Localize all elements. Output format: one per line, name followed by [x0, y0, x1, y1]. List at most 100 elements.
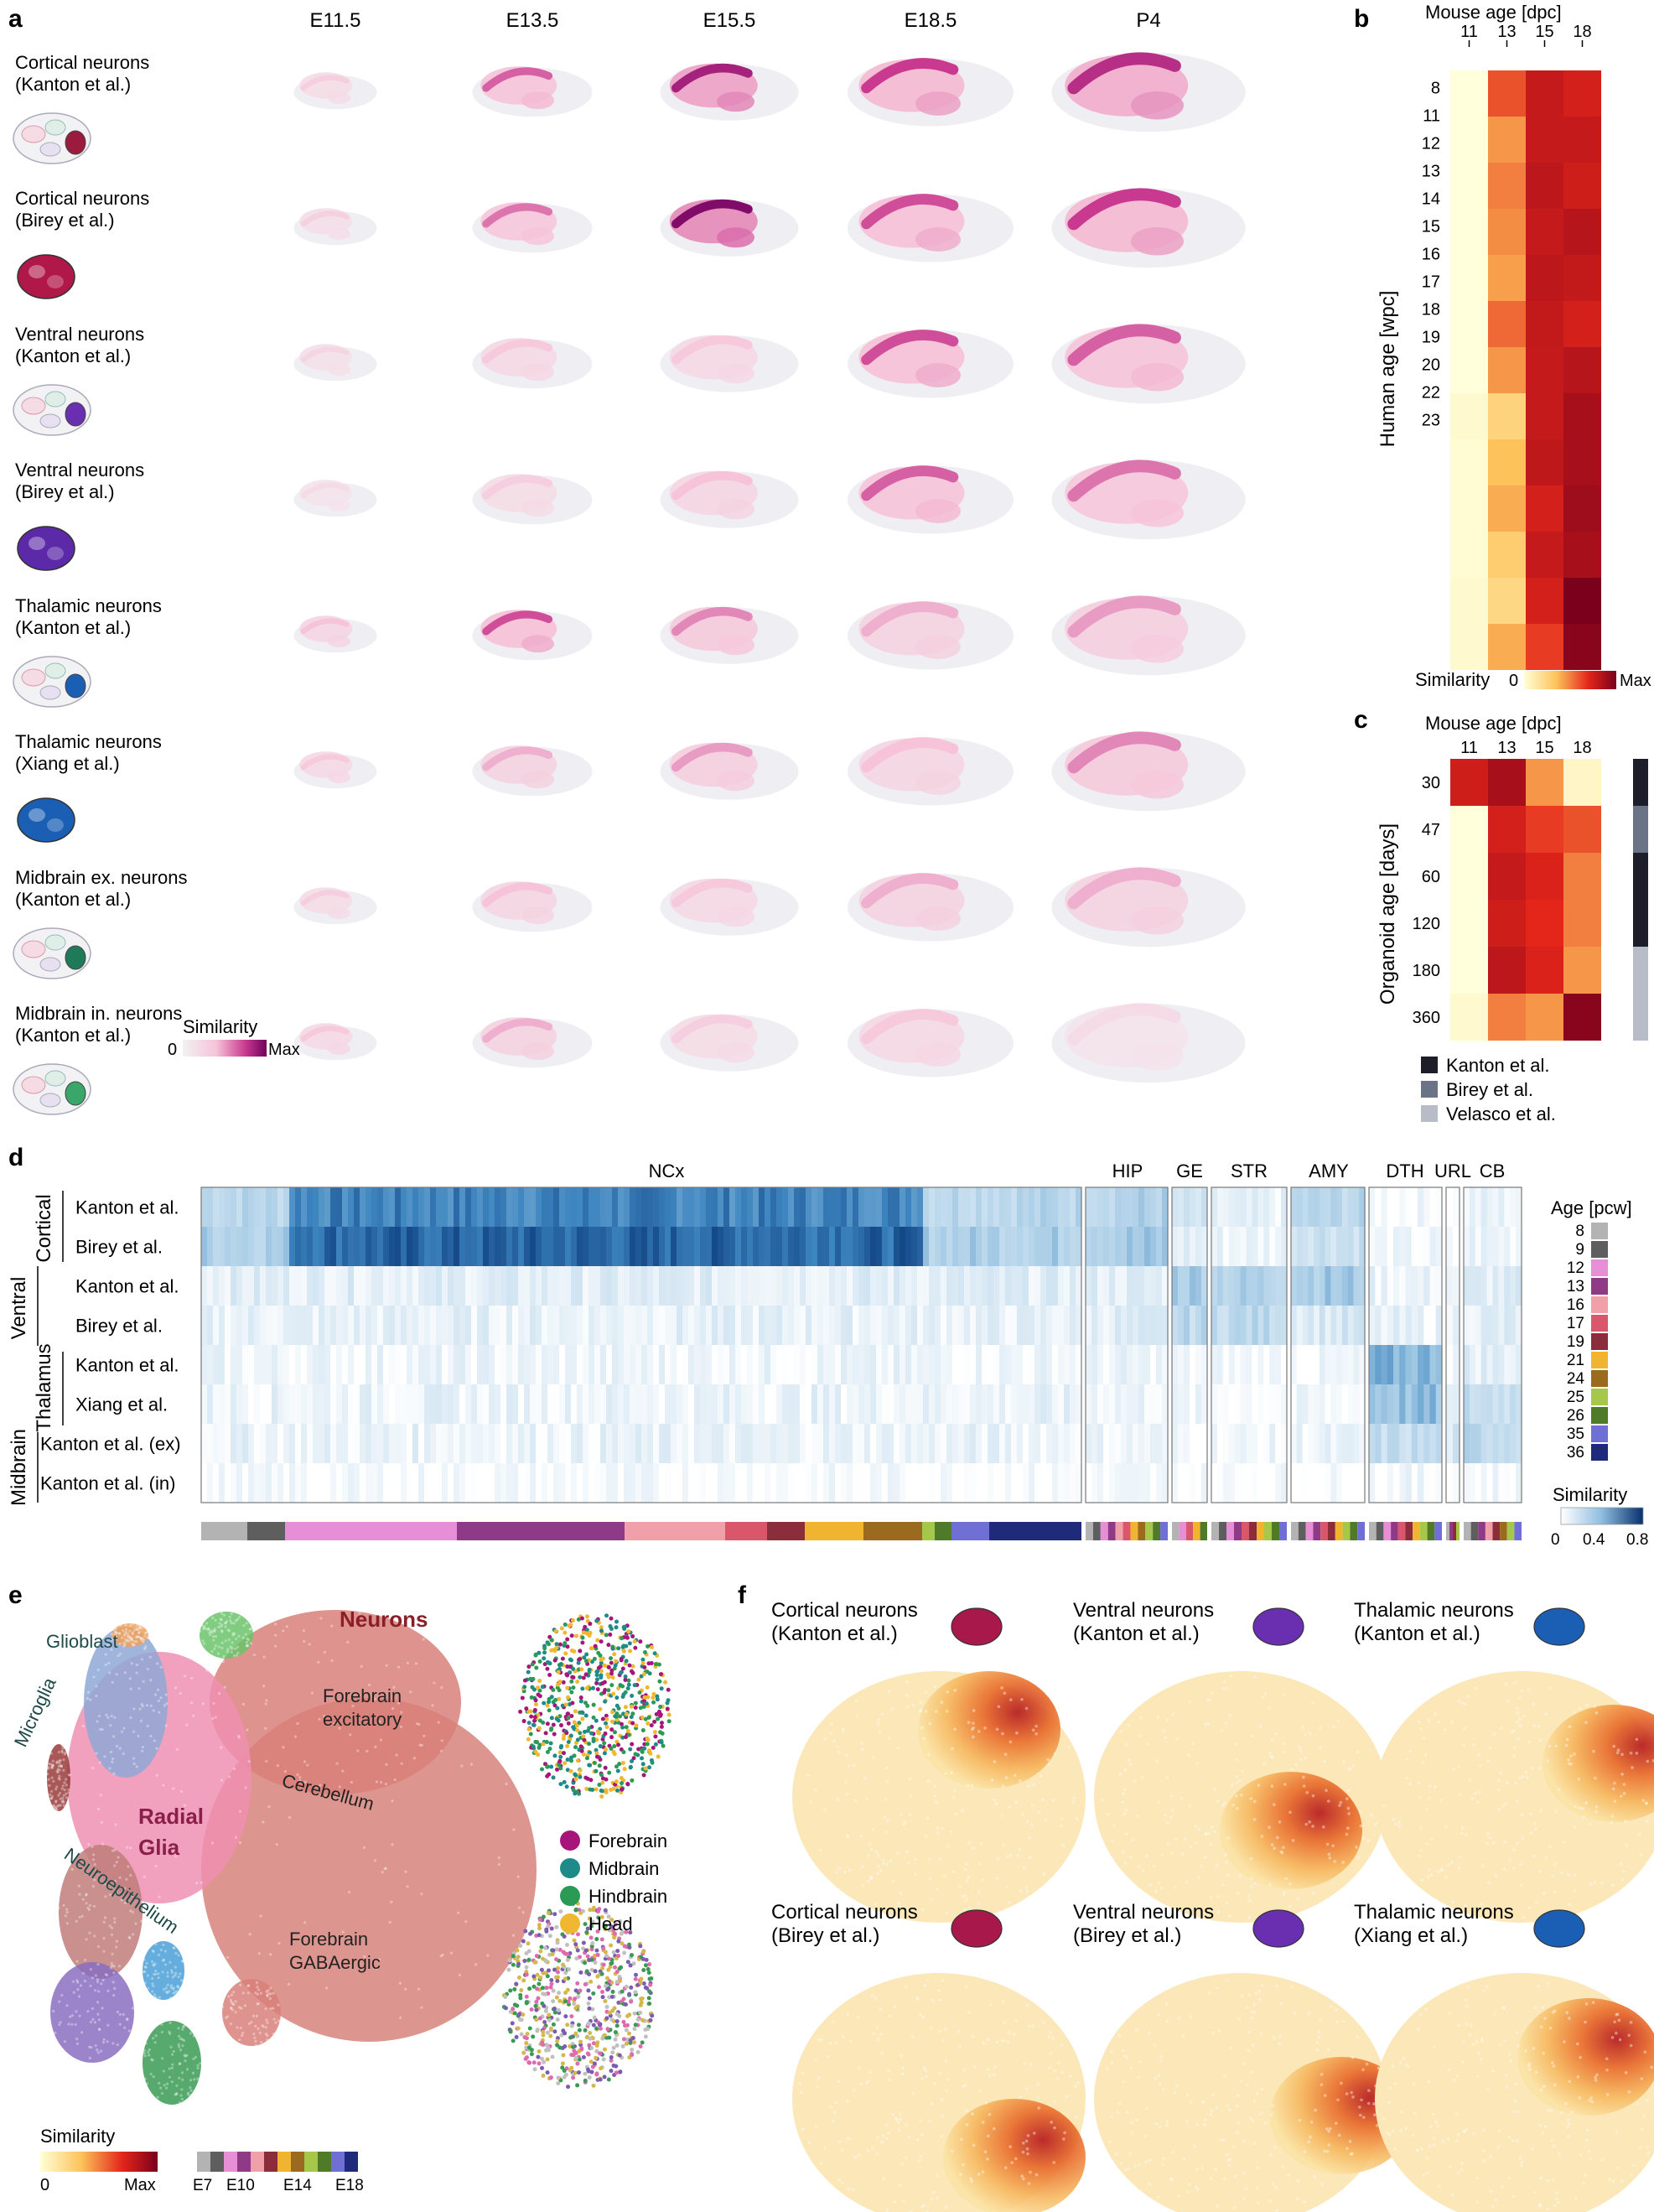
cell-dot [590, 1787, 595, 1792]
heat-cell [641, 1306, 648, 1345]
cell-dot [614, 1711, 620, 1716]
cell-dot [1622, 1792, 1626, 1795]
similarity-tsne-plot: Thalamic neurons(Kanton et al.) [1354, 1599, 1654, 1923]
cell-dot [1018, 1848, 1021, 1851]
cell-dot [578, 1744, 583, 1749]
heat-cell [1115, 1227, 1122, 1266]
heat-cell [1450, 163, 1488, 209]
cell-dot [573, 2031, 578, 2036]
heat-cell [1275, 1424, 1282, 1463]
heat-cell [841, 1227, 848, 1266]
cell-dot [1588, 1822, 1592, 1826]
cell-dot [558, 1909, 563, 1914]
heat-cell [547, 1424, 554, 1463]
cell-dot [54, 2031, 57, 2035]
cell-dot [129, 1873, 132, 1877]
cell-dot [106, 2040, 109, 2043]
cell-dot [1072, 1796, 1076, 1799]
cell-dot [62, 1758, 65, 1762]
cell-dot [869, 1847, 874, 1851]
cell-dot [578, 2043, 583, 2048]
heat-cell [442, 1266, 448, 1306]
heat-cell [1070, 1266, 1076, 1306]
cell-dot [1224, 1853, 1228, 1856]
heat-cell [753, 1266, 760, 1306]
cell-dot [242, 1624, 246, 1628]
cell-dot [156, 1662, 159, 1665]
cell-dot [533, 1702, 538, 1707]
cell-dot [599, 1773, 604, 1778]
cell-dot [1003, 1752, 1008, 1756]
heat-cell [547, 1384, 554, 1424]
heat-cell [624, 1266, 630, 1306]
cell-dot [604, 1976, 609, 1981]
cell-dot [599, 1971, 604, 1976]
cell-dot [562, 2074, 567, 2080]
cell-dot [596, 1665, 601, 1670]
heat-cell [1450, 806, 1488, 853]
heat-cell [506, 1187, 513, 1227]
heat-cell [559, 1424, 566, 1463]
heat-cell [1052, 1306, 1059, 1345]
cell-dot [1203, 1856, 1207, 1859]
cell-dot [1301, 1726, 1304, 1729]
cell-dot [178, 2101, 182, 2105]
heat-cell [1359, 1227, 1366, 1266]
heat-cell [518, 1384, 525, 1424]
heat-cell [500, 1306, 507, 1345]
cell-dot [1240, 1793, 1243, 1797]
cell-dot [659, 1721, 664, 1726]
heat-cell [295, 1424, 302, 1463]
cell-dot [181, 2028, 184, 2031]
heat-cell [917, 1384, 924, 1424]
heat-cell [254, 1424, 261, 1463]
cell-dot [154, 1996, 158, 1999]
cell-dot [512, 2002, 517, 2007]
heat-cell [559, 1227, 566, 1266]
stage-2: E15.5 [703, 9, 756, 32]
heat-cell [418, 1345, 425, 1384]
heat-cell [577, 1424, 583, 1463]
heat-cell [952, 1187, 959, 1227]
heat-cell [254, 1227, 261, 1266]
heat-cell [1121, 1227, 1128, 1266]
heat-cell [1034, 1463, 1041, 1503]
cell-dot [548, 2033, 553, 2038]
heat-cell [295, 1306, 302, 1345]
cell-dot [393, 1778, 397, 1782]
cell-dot [611, 1691, 616, 1696]
heat-cell [800, 1187, 806, 1227]
cell-dot [118, 1876, 122, 1879]
heat-cell [1150, 1463, 1157, 1503]
cell-dot [1302, 1784, 1306, 1788]
cell-dot [122, 1752, 125, 1755]
cell-dot [254, 2043, 258, 2047]
heat-cell [1399, 1187, 1407, 1227]
heat-cell [512, 1424, 519, 1463]
heat-cell [941, 1306, 947, 1345]
heat-cell [236, 1384, 243, 1424]
heat-cell [1201, 1424, 1208, 1463]
heat-cell [1563, 947, 1601, 994]
panel-a-legend: Similarity 0 Max [168, 1016, 300, 1059]
cell-dot [1000, 1814, 1004, 1817]
cell-dot [1191, 1742, 1195, 1746]
heat-cell [735, 1227, 742, 1266]
cell-dot [586, 2067, 591, 2072]
age-bar-cell [725, 1522, 767, 1540]
cell-dot [174, 1965, 177, 1969]
cell-dot [115, 1861, 118, 1864]
cluster-label-7: Glia [138, 1835, 180, 1860]
heat-cell [500, 1424, 507, 1463]
cell-dot [549, 1638, 554, 1643]
heat-cell [770, 1345, 777, 1384]
cell-dot [63, 2039, 67, 2043]
cell-dot [1157, 1881, 1161, 1885]
cell-dot [144, 1631, 148, 1635]
cell-dot [1515, 1720, 1519, 1724]
heat-cell [1475, 1384, 1482, 1424]
cell-dot [178, 1986, 181, 1990]
heat-cell [911, 1306, 918, 1345]
